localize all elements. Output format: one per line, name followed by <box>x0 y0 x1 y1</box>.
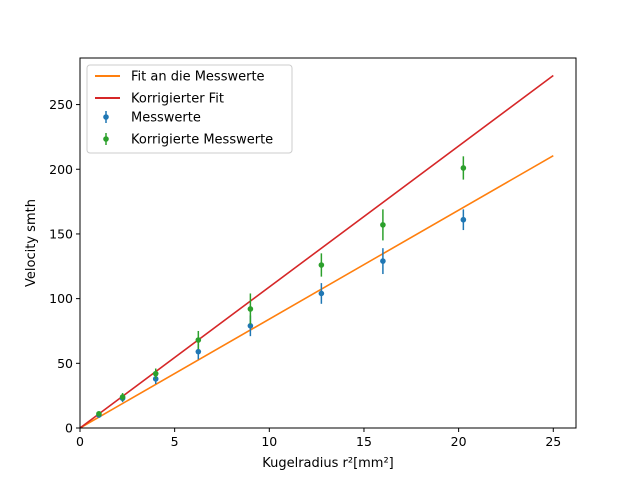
marker <box>195 348 202 355</box>
data-point <box>119 393 126 401</box>
y-tick-label: 150 <box>49 226 73 241</box>
legend-label-corrected-measurements: Korrigierte Messwerte <box>131 133 273 148</box>
marker <box>119 394 126 400</box>
legend-label-corrected-fit: Korrigierter Fit <box>131 92 224 107</box>
y-tick-label: 250 <box>49 97 73 112</box>
x-tick-label: 0 <box>76 434 84 449</box>
marker <box>380 258 386 264</box>
data-point <box>318 253 325 277</box>
x-tick-label: 25 <box>545 434 561 449</box>
data-point <box>380 248 386 275</box>
data-point <box>318 283 325 304</box>
plot-frame <box>79 57 577 429</box>
legend: Fit an die Messwerte Korrigierter Fit Me… <box>86 64 293 154</box>
data-point <box>380 209 386 241</box>
x-tick-label: 15 <box>356 434 372 449</box>
fit-line-1 <box>79 74 554 429</box>
marker <box>247 306 254 312</box>
marker <box>195 337 202 343</box>
y-axis-label: Velocity smth <box>24 199 39 287</box>
x-tick-label: 20 <box>451 434 467 449</box>
marker <box>318 262 325 268</box>
marker <box>152 370 159 377</box>
y-tick-label: 100 <box>49 291 73 306</box>
y-tick-label: 50 <box>57 356 73 371</box>
marker <box>318 290 325 297</box>
x-tick-label: 5 <box>171 434 179 449</box>
marker <box>460 216 467 223</box>
y-tick-label: 200 <box>49 162 73 177</box>
fit-line-0 <box>79 155 554 429</box>
data-point <box>247 293 254 325</box>
legend-label-measurements: Messwerte <box>131 111 201 126</box>
marker <box>380 222 386 228</box>
marker <box>96 410 102 417</box>
data-point <box>195 330 202 350</box>
legend-swatch-measurements <box>103 111 109 123</box>
data-point <box>460 156 467 180</box>
data-point <box>460 209 467 231</box>
marker <box>247 322 254 329</box>
x-axis-label: Kugelradius r²[mm²] <box>262 456 394 471</box>
legend-box <box>86 64 293 154</box>
x-tick-label: 10 <box>261 434 277 449</box>
marker <box>460 165 467 171</box>
legend-label-fit: Fit an die Messwerte <box>131 70 265 85</box>
y-tick-label: 0 <box>65 421 73 436</box>
data-point <box>96 410 102 417</box>
plot-content <box>79 74 554 429</box>
data-point <box>152 368 159 379</box>
legend-swatch-corrected-measurements <box>103 133 109 145</box>
